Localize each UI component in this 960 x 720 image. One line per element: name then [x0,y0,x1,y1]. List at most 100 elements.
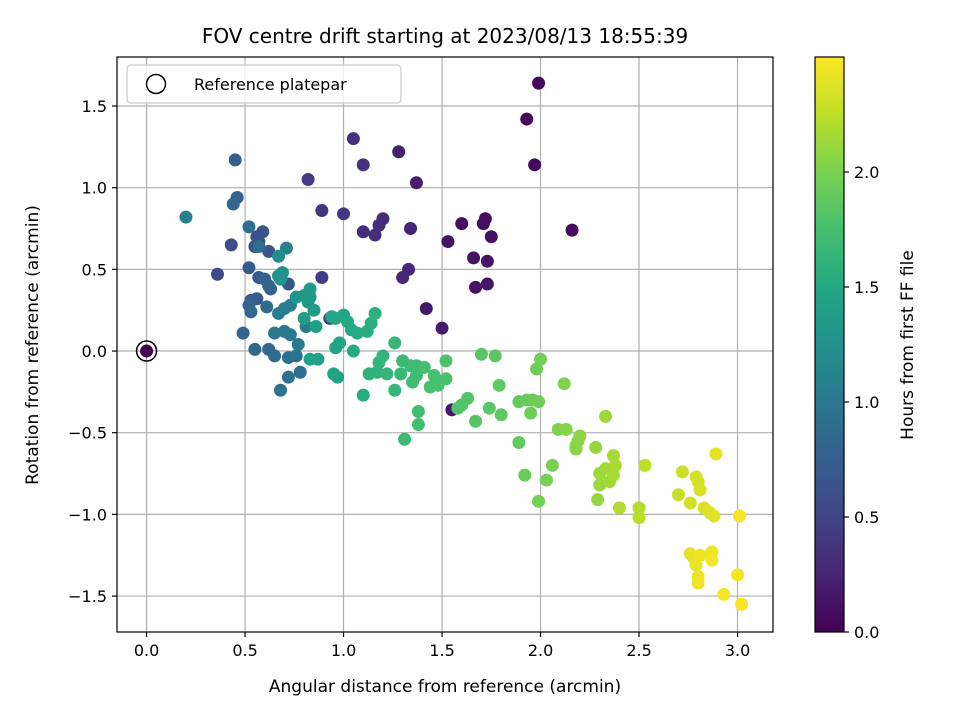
data-point [268,326,282,340]
data-point [612,501,626,515]
data-point [461,391,475,405]
data-point [534,352,548,366]
legend-box [126,64,402,104]
colorbar-ticks: 0.0 0.5 1.0 1.5 2.0 [844,163,879,642]
y-tick-label: 0.0 [82,342,107,361]
data-point [283,328,297,342]
legend-label: Reference platepar [194,75,347,94]
data-point [268,349,282,363]
data-point [427,369,441,383]
x-tick-label: 2.0 [528,641,553,660]
data-point [494,408,508,422]
data-point [632,501,646,515]
data-point [356,225,370,239]
x-tick-label: 0.5 [232,641,257,660]
data-point [439,372,453,386]
data-point [281,370,295,384]
data-point [315,204,329,218]
data-point [409,369,423,383]
data-point [571,434,585,448]
data-point [419,302,433,316]
x-tick-label: 0.0 [134,641,159,660]
data-point [488,349,502,363]
colorbar-tick-label: 0.5 [854,508,879,527]
x-tick-label: 3.0 [725,641,750,660]
data-point [532,76,546,90]
data-point [439,354,453,368]
data-point [228,153,242,167]
data-point [632,511,646,525]
y-tick-label: 0.5 [82,260,107,279]
data-point [331,370,345,384]
data-point [474,347,488,361]
data-point [492,378,506,392]
data-point [315,271,329,285]
data-point [394,367,408,381]
data-point [480,254,494,268]
data-point [224,238,238,252]
data-point [467,251,481,265]
data-point [411,418,425,432]
data-point [545,458,559,472]
data-point [417,360,431,374]
data-point [565,223,579,237]
data-point [368,306,382,320]
data-point [693,483,707,497]
data-point [274,383,288,397]
data-point [309,320,323,334]
data-point [532,494,546,508]
data-point [693,548,707,562]
data-point [734,597,748,611]
data-point [480,277,494,291]
data-point [356,158,370,172]
data-point [291,338,305,351]
colorbar-label: Hours from first FF file [898,250,918,440]
data-point [733,509,747,523]
data-point [396,271,410,285]
x-axis-label: Angular distance from reference (arcmin) [269,677,621,697]
data-point [388,336,402,350]
data-point [683,496,697,510]
data-point [599,409,613,423]
data-point [256,225,270,239]
data-point [671,488,685,502]
data-point [356,388,370,402]
chart-title: FOV centre drift starting at 2023/08/13 … [202,24,688,48]
data-point [179,210,193,224]
y-axis-ticks: −1.5 −1.0 −0.5 0.0 0.5 1.0 1.5 [68,97,117,606]
data-point [707,509,721,523]
data-point [293,365,307,379]
data-point [303,282,317,296]
data-point [333,336,347,350]
data-point [484,230,498,244]
data-point [329,311,343,325]
reference-point [135,340,158,362]
y-axis-label: Rotation from reference (arcmin) [23,205,43,485]
data-point [532,395,546,409]
data-point [409,176,423,190]
data-point [346,344,360,358]
legend-marker-icon [145,73,167,95]
y-tick-label: 1.0 [82,179,107,198]
data-point [593,478,607,492]
data-point [606,468,620,482]
data-point [262,244,276,258]
data-point [248,342,262,356]
data-point [236,326,250,340]
data-point [274,272,288,286]
colorbar-tick-label: 1.5 [854,278,879,297]
data-point [689,558,703,572]
data-point [469,414,483,428]
data-point [589,440,603,454]
data-point [392,145,406,159]
data-point [559,422,573,436]
data-point [518,468,532,482]
data-point [731,568,745,582]
data-point [368,228,382,242]
data-point [435,321,449,335]
data-point [591,493,605,507]
data-point [279,241,293,255]
data-point [376,349,390,363]
y-tick-label: −0.5 [68,424,107,443]
